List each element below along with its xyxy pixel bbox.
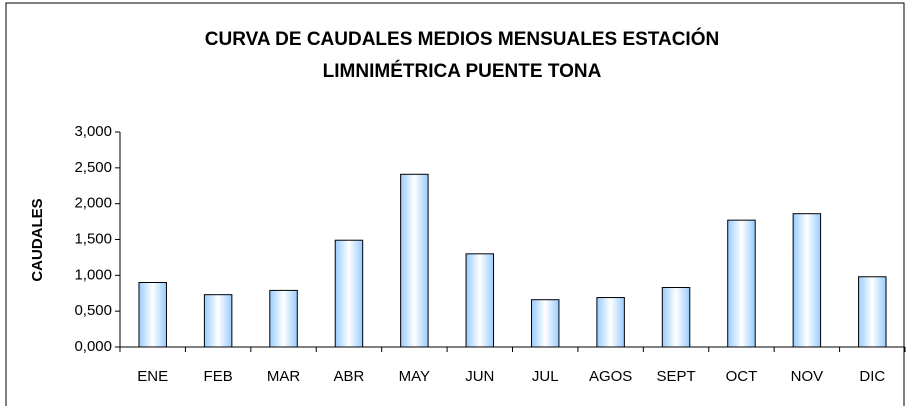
y-tick-label: 1,500 (74, 230, 112, 247)
x-tick-label: JUL (532, 368, 559, 385)
x-tick-label: MAY (399, 368, 430, 385)
bar (400, 173, 429, 348)
bar (596, 297, 625, 348)
x-tick-label: FEB (204, 368, 233, 385)
x-tick-label: NOV (791, 368, 824, 385)
bar (203, 294, 233, 348)
bar (269, 289, 298, 348)
chart-title: CURVA DE CAUDALES MEDIOS MENSUALES ESTAC… (205, 28, 719, 50)
bar (334, 239, 364, 348)
bar (858, 276, 887, 348)
bar (792, 213, 822, 348)
y-tick-label: 1,000 (74, 266, 112, 283)
y-tick-label: 0,500 (74, 302, 112, 319)
y-tick-label: 2,500 (74, 159, 112, 176)
bar (138, 282, 167, 348)
chart-title: LIMNIMÉTRICA PUENTE TONA (323, 60, 602, 82)
x-tick-label: MAR (267, 368, 301, 385)
bar (661, 287, 691, 348)
y-tick-label: 2,000 (74, 195, 112, 212)
x-tick-label: ENE (137, 368, 168, 385)
x-tick-label: OCT (726, 368, 758, 385)
x-tick-label: ABR (334, 368, 365, 385)
bar (530, 299, 560, 348)
bar (465, 253, 495, 348)
x-tick-label: AGOS (589, 368, 632, 385)
x-tick-label: SEPT (656, 368, 695, 385)
chart-frame (5, 2, 905, 406)
x-tick-label: JUN (465, 368, 494, 385)
x-tick-label: DIC (859, 368, 885, 385)
y-axis-label: CAUDALES (29, 198, 46, 281)
y-tick-label: 0,000 (74, 338, 112, 355)
bar (727, 219, 756, 348)
y-tick-label: 3,000 (74, 123, 112, 140)
